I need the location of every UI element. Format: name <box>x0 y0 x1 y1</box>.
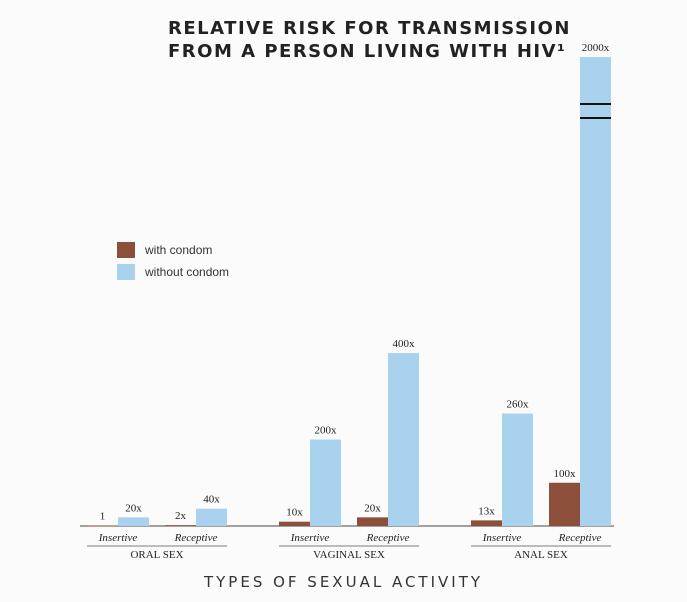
subcategory-label-vaginal-sex-insertive: Insertive <box>290 532 330 544</box>
data-label-without-condom-0: 20x <box>125 502 142 514</box>
bar-with-condom-vaginal-sex-receptive <box>357 517 388 526</box>
bar-without-condom-oral-sex-receptive <box>196 508 227 526</box>
chart-title-line-2: FROM A PERSON LIVING WITH HIV¹ <box>168 41 567 62</box>
data-label-without-condom-2: 200x <box>315 425 338 437</box>
bar-with-condom-anal-sex-insertive <box>471 520 502 526</box>
data-label-with-condom-5: 100x <box>554 468 577 480</box>
data-label-with-condom-4: 13x <box>478 505 495 517</box>
data-label-with-condom-0: 1 <box>100 511 106 523</box>
legend-swatch-with-condom <box>117 242 135 258</box>
data-label-with-condom-3: 20x <box>364 502 381 514</box>
group-label-oral-sex: ORAL SEX <box>130 549 183 561</box>
legend-label-with-condom: with condom <box>145 243 213 257</box>
subcategory-label-anal-sex-receptive: Receptive <box>558 532 602 544</box>
data-label-without-condom-3: 400x <box>393 338 416 350</box>
x-axis-title: TYPES OF SEXUAL ACTIVITY <box>203 573 484 591</box>
legend-swatch-without-condom <box>117 264 135 280</box>
bar-without-condom-anal-sex-insertive <box>502 413 533 526</box>
subcategory-label-oral-sex-receptive: Receptive <box>174 532 218 544</box>
data-label-without-condom-5: 2000x <box>582 42 610 54</box>
bar-with-condom-anal-sex-receptive <box>549 482 580 526</box>
legend-label-without-condom: without condom <box>145 265 230 279</box>
bar-with-condom-oral-sex-insertive <box>87 525 118 527</box>
legend-item-with-condom: with condom <box>117 242 212 258</box>
subcategory-label-anal-sex-insertive: Insertive <box>482 532 522 544</box>
subcategory-label-vaginal-sex-receptive: Receptive <box>366 532 410 544</box>
data-label-with-condom-2: 10x <box>286 507 303 519</box>
data-label-without-condom-4: 260x <box>507 399 530 411</box>
chart-title-line-1: RELATIVE RISK FOR TRANSMISSION <box>168 18 571 39</box>
bar-with-condom-oral-sex-receptive <box>165 525 196 527</box>
bar-with-condom-vaginal-sex-insertive <box>279 521 310 526</box>
legend-item-without-condom: without condom <box>117 264 229 280</box>
subcategory-label-oral-sex-insertive: Insertive <box>98 532 138 544</box>
data-label-with-condom-1: 2x <box>175 510 187 522</box>
bar-without-condom-vaginal-sex-receptive <box>388 353 419 526</box>
group-label-vaginal-sex: VAGINAL SEX <box>313 549 385 561</box>
bar-without-condom-anal-sex-receptive <box>580 57 611 526</box>
bar-without-condom-vaginal-sex-insertive <box>310 439 341 526</box>
bar-without-condom-oral-sex-insertive <box>118 517 149 526</box>
data-label-without-condom-1: 40x <box>203 494 220 506</box>
group-label-anal-sex: ANAL SEX <box>514 549 568 561</box>
